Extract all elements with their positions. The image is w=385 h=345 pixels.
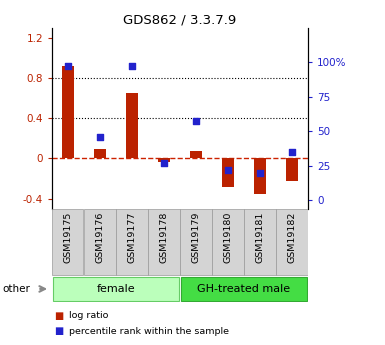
Bar xyxy=(181,277,307,301)
Text: GSM19179: GSM19179 xyxy=(191,211,201,263)
Point xyxy=(161,160,167,166)
Title: GDS862 / 3.3.7.9: GDS862 / 3.3.7.9 xyxy=(123,13,237,27)
Bar xyxy=(53,277,179,301)
Bar xyxy=(222,158,234,187)
Text: percentile rank within the sample: percentile rank within the sample xyxy=(69,327,229,336)
Point xyxy=(97,134,103,139)
Text: log ratio: log ratio xyxy=(69,311,109,320)
Bar xyxy=(254,158,266,194)
Text: GSM19175: GSM19175 xyxy=(64,211,72,263)
Point xyxy=(289,149,295,155)
Bar xyxy=(157,158,171,162)
Point xyxy=(129,63,135,69)
Point xyxy=(257,170,263,175)
Bar xyxy=(52,209,84,275)
Text: ■: ■ xyxy=(54,326,63,336)
Point xyxy=(225,167,231,172)
Text: ■: ■ xyxy=(54,311,63,321)
Text: GSM19181: GSM19181 xyxy=(256,211,264,263)
Bar xyxy=(94,149,106,158)
Bar xyxy=(244,209,276,275)
Point xyxy=(65,63,71,69)
Bar xyxy=(276,209,308,275)
Text: female: female xyxy=(97,284,135,294)
Text: GSM19182: GSM19182 xyxy=(288,211,296,263)
Bar xyxy=(149,209,179,275)
Text: GH-treated male: GH-treated male xyxy=(198,284,291,294)
Text: GSM19176: GSM19176 xyxy=(95,211,104,263)
Bar xyxy=(181,209,211,275)
Bar xyxy=(116,209,147,275)
Text: GSM19178: GSM19178 xyxy=(159,211,169,263)
Bar xyxy=(126,93,138,158)
Bar xyxy=(189,151,203,158)
Point xyxy=(193,119,199,124)
Text: other: other xyxy=(2,284,30,294)
Bar xyxy=(286,158,298,180)
Bar xyxy=(213,209,244,275)
Text: GSM19177: GSM19177 xyxy=(127,211,137,263)
Bar xyxy=(62,66,74,158)
Bar xyxy=(84,209,116,275)
Text: GSM19180: GSM19180 xyxy=(223,211,233,263)
